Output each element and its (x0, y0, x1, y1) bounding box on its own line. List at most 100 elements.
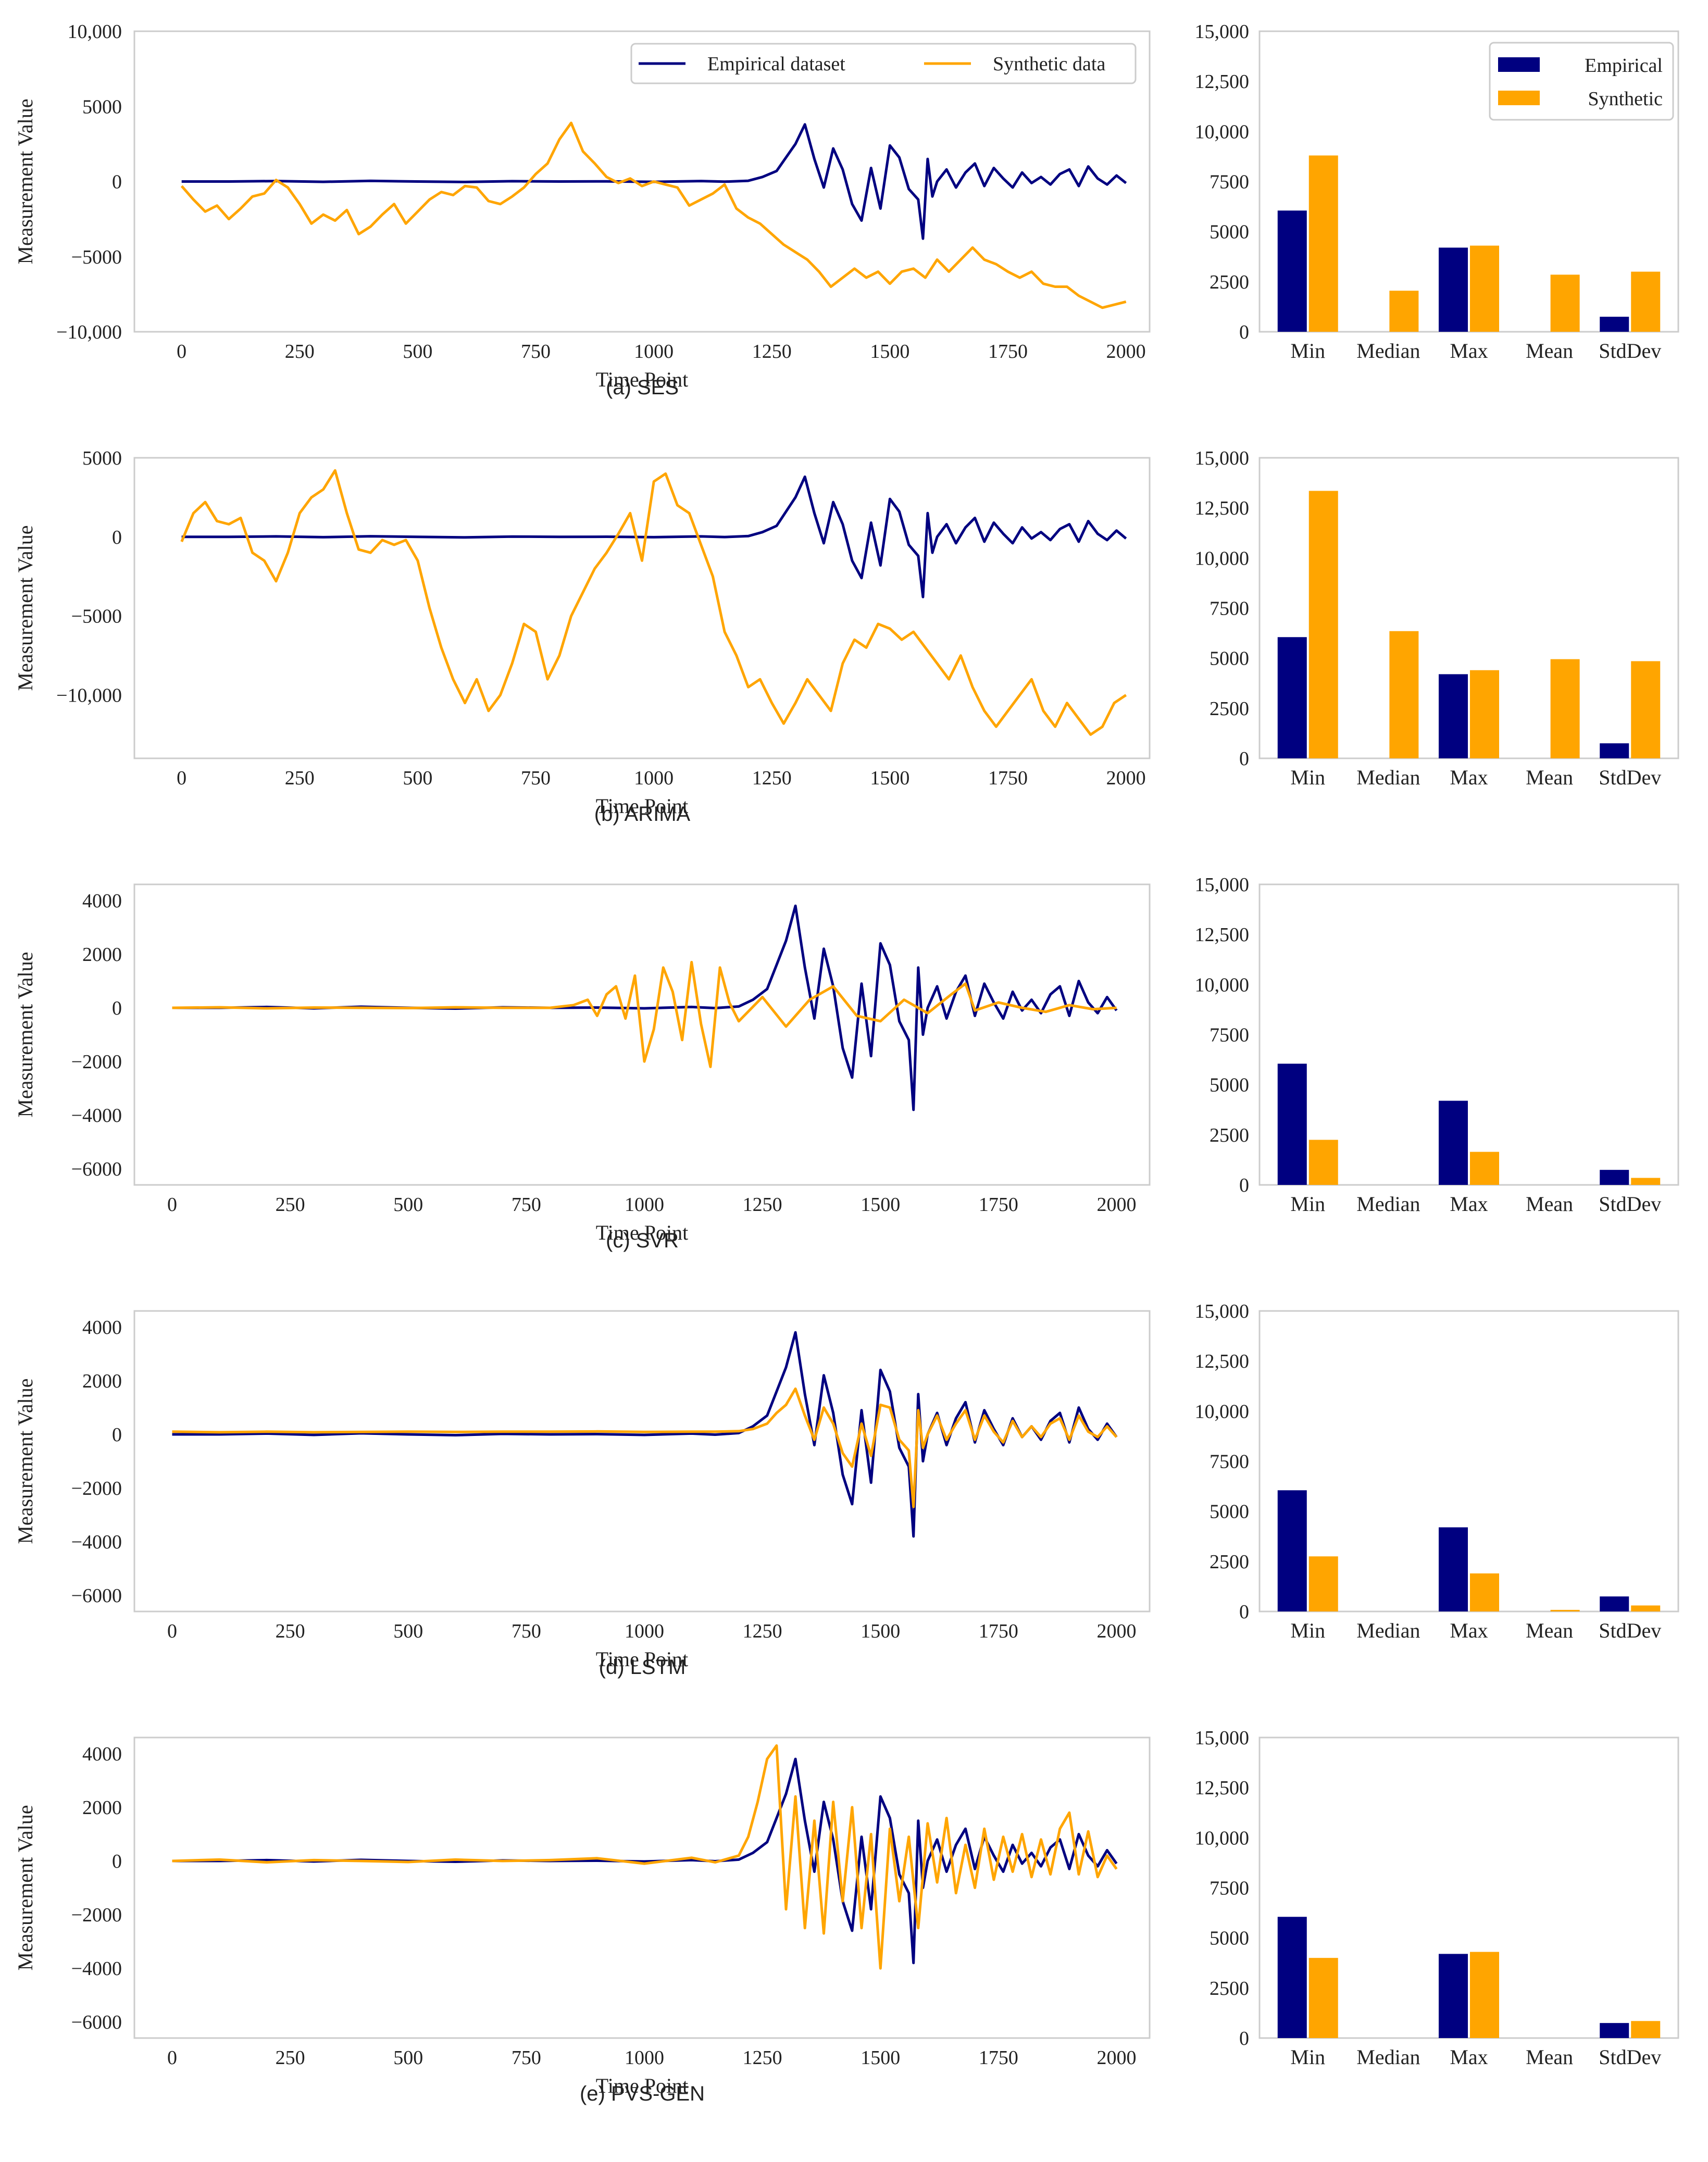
bar-plot-frame (1258, 883, 1679, 1186)
bar-synthetic-max (1470, 1573, 1499, 1611)
bar-y-tick-label: 5000 (1210, 1501, 1249, 1523)
line-chart-pvsgen: 0 250 500 750 1000 1250 1500 1750 2000 −6000 −4000… (14, 1736, 1151, 2097)
bar-chart-svr: Min Median Max Mean StdDev 0 2500 5000 7500 10,00… (1195, 874, 1679, 1216)
category-label: Min (1290, 2045, 1325, 2069)
y-tick-label: −6000 (71, 2011, 122, 2033)
y-tick-label: 4000 (82, 1743, 122, 1765)
panel-caption: (d) LSTM (599, 1656, 686, 1679)
bar-synthetic-min (1308, 491, 1338, 758)
bar-y-tick-label: 2500 (1210, 271, 1249, 293)
category-label: Min (1290, 1619, 1325, 1642)
bar-plot-frame (1258, 1736, 1679, 2039)
category-label: Median (1356, 339, 1420, 363)
x-tick-label: 1000 (625, 2047, 664, 2069)
x-tick-label: 1250 (743, 1194, 782, 1216)
y-tick-label: 4000 (82, 1317, 122, 1339)
x-tick-label: 2000 (1097, 1194, 1137, 1216)
bar-chart-lstm: Min Median Max Mean StdDev 0 2500 5000 7500 10,00… (1195, 1301, 1679, 1642)
category-label: StdDev (1599, 2045, 1661, 2069)
line-chart-svr: 0 250 500 750 1000 1250 1500 1750 2000 −6000 −4000… (14, 883, 1151, 1244)
series-line-synthetic (172, 1744, 1118, 1970)
y-tick-label: −6000 (71, 1158, 122, 1180)
bar-y-tick-label: 0 (1239, 1601, 1249, 1623)
panel-ses: 0 250 500 750 1000 1250 1500 1750 2000 −10,000 −50… (14, 21, 1679, 399)
category-label: Max (1450, 1619, 1488, 1642)
x-tick-label: 1750 (988, 341, 1028, 363)
bar-empirical-max (1439, 1101, 1468, 1185)
bar-empirical-stddev (1600, 743, 1629, 758)
panel-caption: (b) ARIMA (594, 803, 691, 826)
x-tick-label: 1250 (743, 2047, 782, 2069)
category-label: Median (1356, 1619, 1420, 1642)
panel-pvsgen: 0 250 500 750 1000 1250 1500 1750 2000 −6000 −4000… (14, 1727, 1679, 2105)
bar-synthetic-stddev (1631, 1178, 1661, 1185)
bar-empirical-stddev (1600, 1596, 1629, 1611)
x-tick-label: 1000 (625, 1620, 664, 1642)
bar-chart-arima: Min Median Max Mean StdDev 0 2500 5000 7500 10,00… (1195, 447, 1679, 789)
x-tick-label: 1250 (752, 767, 792, 789)
x-tick-label: 2000 (1106, 767, 1146, 789)
series-line-synthetic (180, 469, 1127, 736)
x-tick-label: 1000 (634, 767, 674, 789)
category-label: Max (1450, 339, 1488, 363)
bar-empirical-min (1277, 637, 1307, 758)
category-label: StdDev (1599, 1192, 1661, 1216)
bar-y-tick-label: 2500 (1210, 1551, 1249, 1573)
x-tick-label: 1000 (634, 341, 674, 363)
line-plot-frame (133, 30, 1151, 333)
series-line-empirical (181, 123, 1127, 240)
bar-synthetic-max (1470, 1152, 1499, 1185)
bar-y-tick-label: 10,000 (1195, 121, 1250, 143)
x-axis-label: Time Point (596, 2074, 688, 2097)
x-tick-label: 0 (167, 1620, 177, 1642)
bar-y-tick-label: 7500 (1210, 171, 1249, 193)
bar-synthetic-min (1308, 1556, 1338, 1611)
legend-box (630, 43, 1137, 84)
category-label: Min (1290, 766, 1325, 789)
y-tick-label: 2000 (82, 1370, 122, 1392)
bar-synthetic-max (1470, 245, 1499, 332)
bar-y-tick-label: 12,500 (1195, 924, 1250, 946)
x-axis-label: Time Point (596, 368, 688, 391)
y-tick-label: −5000 (71, 246, 122, 268)
bar-empirical-stddev (1600, 1170, 1629, 1185)
bar-empirical-min (1277, 210, 1307, 332)
bar-plot-frame (1258, 1310, 1679, 1613)
bar-y-tick-label: 15,000 (1195, 1301, 1250, 1322)
legend-swatch-synthetic (1498, 91, 1540, 105)
x-tick-label: 0 (167, 1194, 177, 1216)
bar-y-tick-label: 12,500 (1195, 1351, 1250, 1372)
category-label: Median (1356, 1192, 1420, 1216)
y-axis-label: Measurement Value (14, 98, 37, 264)
panel-caption: (c) SVR (606, 1229, 679, 1252)
legend-label: Empirical (1585, 55, 1663, 77)
category-label: Min (1290, 339, 1325, 363)
bar-y-tick-label: 15,000 (1195, 447, 1250, 469)
y-tick-label: 5000 (82, 96, 122, 118)
bar-empirical-min (1277, 1917, 1307, 2038)
panel-arima: 0 250 500 750 1000 1250 1500 1750 2000 −10,000 −50… (14, 447, 1679, 826)
bar-empirical-max (1439, 674, 1468, 758)
category-label: Mean (1526, 766, 1573, 789)
panel-caption: (e) PVS-GEN (580, 2082, 705, 2105)
x-tick-label: 250 (285, 767, 315, 789)
x-axis-label: Time Point (596, 794, 688, 818)
bar-y-tick-label: 15,000 (1195, 21, 1250, 43)
bar-y-tick-label: 12,500 (1195, 1777, 1250, 1799)
x-tick-label: 750 (512, 1194, 541, 1216)
x-tick-label: 0 (167, 2047, 177, 2069)
series-line-empirical (172, 1757, 1118, 1965)
bar-synthetic-stddev (1631, 661, 1661, 758)
category-label: Mean (1526, 1192, 1573, 1216)
line-chart-arima: 0 250 500 750 1000 1250 1500 1750 2000 −10,000 −50… (14, 447, 1151, 818)
line-chart-lstm: 0 250 500 750 1000 1250 1500 1750 2000 −6000 −4000… (14, 1310, 1151, 1671)
x-tick-label: 500 (393, 2047, 423, 2069)
bar-synthetic-mean (1550, 659, 1580, 758)
bar-synthetic-stddev (1631, 1605, 1661, 1611)
bar-synthetic-max (1470, 1952, 1499, 2038)
x-tick-label: 1250 (743, 1620, 782, 1642)
series-line-empirical (172, 904, 1118, 1111)
bar-empirical-min (1277, 1490, 1307, 1611)
bar-y-tick-label: 15,000 (1195, 874, 1250, 896)
